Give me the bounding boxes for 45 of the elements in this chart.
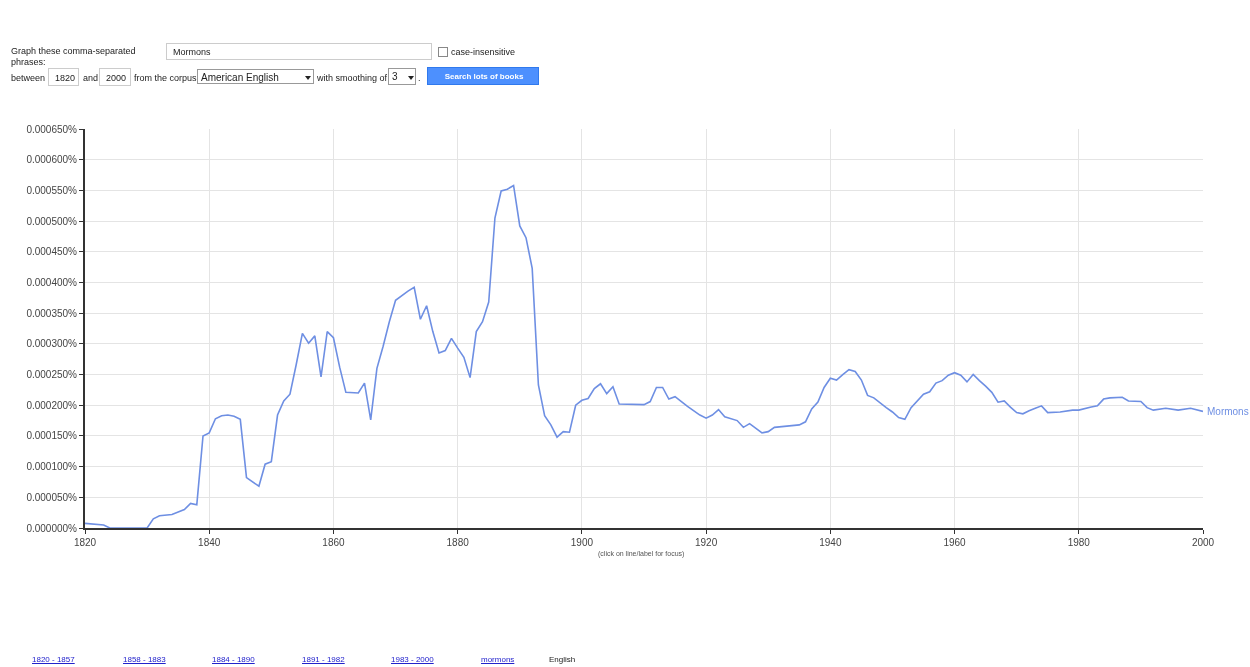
dropdown: American English <box>197 69 314 84</box>
text: 1983 - 2000 <box>391 655 434 664</box>
y-tick-label: 0.000150% <box>26 430 78 442</box>
y-tick-label: 0.000600% <box>26 154 78 166</box>
text-field: Mormons <box>166 43 432 60</box>
y-tick-label: 0.000400% <box>26 276 78 288</box>
x-tick-label: 1820 <box>73 537 97 548</box>
text: 1858 - 1883 <box>123 655 166 664</box>
text: from the corpus <box>134 73 197 83</box>
text: 1820 - 1857 <box>32 655 75 664</box>
y-tick-label: 0.000500% <box>26 215 78 227</box>
y-tick-label: 0.000200% <box>26 399 78 411</box>
text: Graph these comma-separated phrases: <box>11 46 137 68</box>
text: case-insensitive <box>451 47 516 57</box>
dropdown: 3 <box>388 68 416 85</box>
text: English <box>549 655 576 664</box>
y-tick-label: 0.000000% <box>26 522 78 534</box>
x-tick-label: 1840 <box>198 537 221 548</box>
x-tick-label: 2000 <box>1191 537 1215 548</box>
series-label: Mormons <box>1207 406 1249 417</box>
y-tick-label: 0.000350% <box>26 307 78 319</box>
x-tick-label: 1920 <box>694 537 718 548</box>
x-tick-label: 1940 <box>819 537 842 548</box>
y-tick-label: 0.000550% <box>26 184 78 196</box>
x-tick-label: 1860 <box>322 537 345 548</box>
x-tick-label: 1900 <box>570 537 594 548</box>
text: mormons <box>481 655 515 664</box>
text: 1891 - 1982 <box>302 655 345 664</box>
button: Search lots of books <box>427 67 539 85</box>
y-tick-label: 0.000050% <box>26 491 78 503</box>
text: and <box>83 73 99 83</box>
y-tick-label: 0.000650% <box>26 123 78 135</box>
x-tick-label: 1880 <box>446 537 470 548</box>
y-tick-label: 0.000300% <box>26 338 78 350</box>
text: between <box>11 73 46 83</box>
x-tick-label: 1980 <box>1067 537 1091 548</box>
y-tick-label: 0.000450% <box>26 246 78 258</box>
text: . <box>418 73 421 83</box>
text: 1884 - 1890 <box>212 655 255 664</box>
text-field: 1820 <box>48 68 79 86</box>
y-tick-label: 0.000100% <box>26 461 78 473</box>
x-tick-label: 1960 <box>943 537 967 548</box>
y-tick-label: 0.000250% <box>26 369 78 381</box>
text: with smoothing of <box>317 73 388 83</box>
text-field: 2000 <box>99 68 131 86</box>
